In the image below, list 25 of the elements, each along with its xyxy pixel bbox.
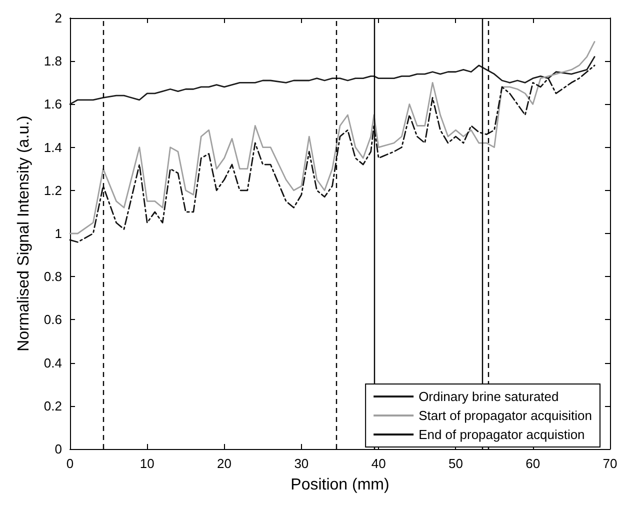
x-tick-label: 50 [448,456,463,471]
y-tick-label: 1.2 [44,182,62,198]
x-tick-label: 0 [66,456,74,471]
x-tick-label: 10 [140,456,154,471]
legend-label: Ordinary brine saturated [418,389,559,404]
y-tick-label: 1.6 [44,96,62,112]
x-tick-label: 70 [602,456,618,471]
x-tick-label: 40 [371,456,386,471]
y-tick-label: 1 [54,226,62,241]
y-tick-label: 0.8 [44,269,62,284]
x-tick-label: 60 [526,456,540,471]
x-tick-label: 20 [217,456,232,471]
legend-label: End of propagator acquistion [418,427,585,442]
x-axis-title: Position (mm) [290,476,390,494]
y-tick-label: 0.2 [44,398,62,414]
y-tick-label: 0.4 [44,355,62,370]
y-tick-label: 1.8 [44,54,62,69]
y-tick-label: 0 [54,442,62,456]
y-tick-label: 0.6 [44,312,62,328]
line-series [69,41,596,234]
y-axis-title: Normalised Signal Intensity (a.u.) [16,116,32,352]
x-tick-label: 30 [294,456,309,471]
y-tick-label: 1.4 [44,140,62,155]
legend-label: Start of propagator acquisition [418,408,592,423]
y-tick-label: 2 [54,10,62,26]
